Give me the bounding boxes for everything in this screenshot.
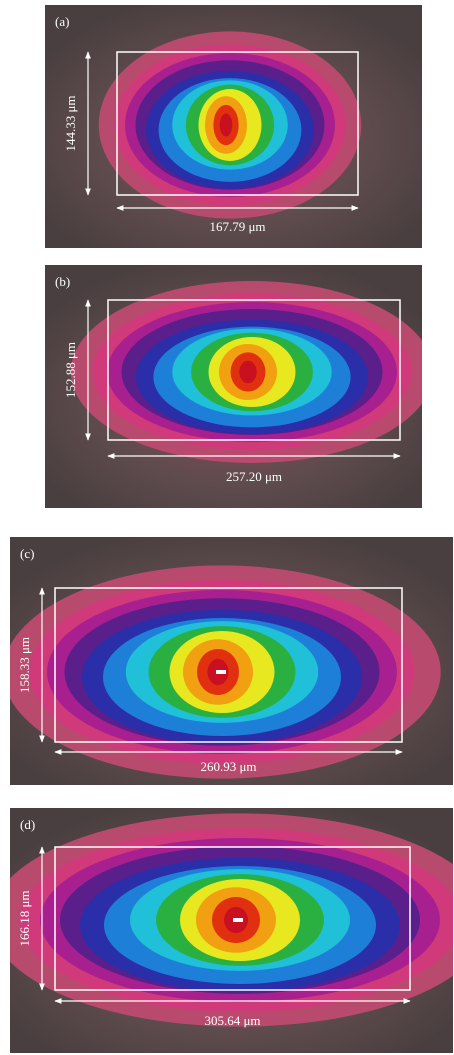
height-label: 158.33 μm — [17, 637, 32, 693]
width-label: 305.64 μm — [204, 1013, 260, 1028]
height-label: 152.88 μm — [63, 342, 78, 398]
panel-label: (d) — [20, 817, 35, 832]
beam-contour — [220, 113, 233, 136]
width-label: 257.20 μm — [226, 469, 282, 484]
panel-label: (a) — [55, 14, 69, 29]
beam-profile — [0, 813, 454, 1026]
beam-profile — [71, 281, 434, 463]
panel: (d) 166.18 μm 305.64 μm — [0, 808, 454, 1053]
height-label: 166.18 μm — [17, 890, 32, 946]
width-label: 167.79 μm — [209, 219, 265, 234]
panel: (c) 158.33 μm 260.93 μm — [3, 537, 453, 785]
height-label: 144.33 μm — [63, 95, 78, 151]
width-label: 260.93 μm — [200, 759, 256, 774]
hot-spot — [216, 670, 226, 674]
panel-label: (c) — [20, 546, 34, 561]
panel-label: (b) — [55, 274, 70, 289]
figure: (a) 144.33 μm 167.79 μm (b) 152.88 μm 257.20 … — [0, 0, 454, 1055]
beam-profile — [99, 31, 362, 218]
hot-spot — [233, 918, 243, 922]
beam-profile — [3, 565, 441, 778]
panel: (a) 144.33 μm 167.79 μm — [45, 5, 422, 248]
beam-contour — [239, 361, 256, 383]
panel: (b) 152.88 μm 257.20 μm — [45, 265, 433, 508]
